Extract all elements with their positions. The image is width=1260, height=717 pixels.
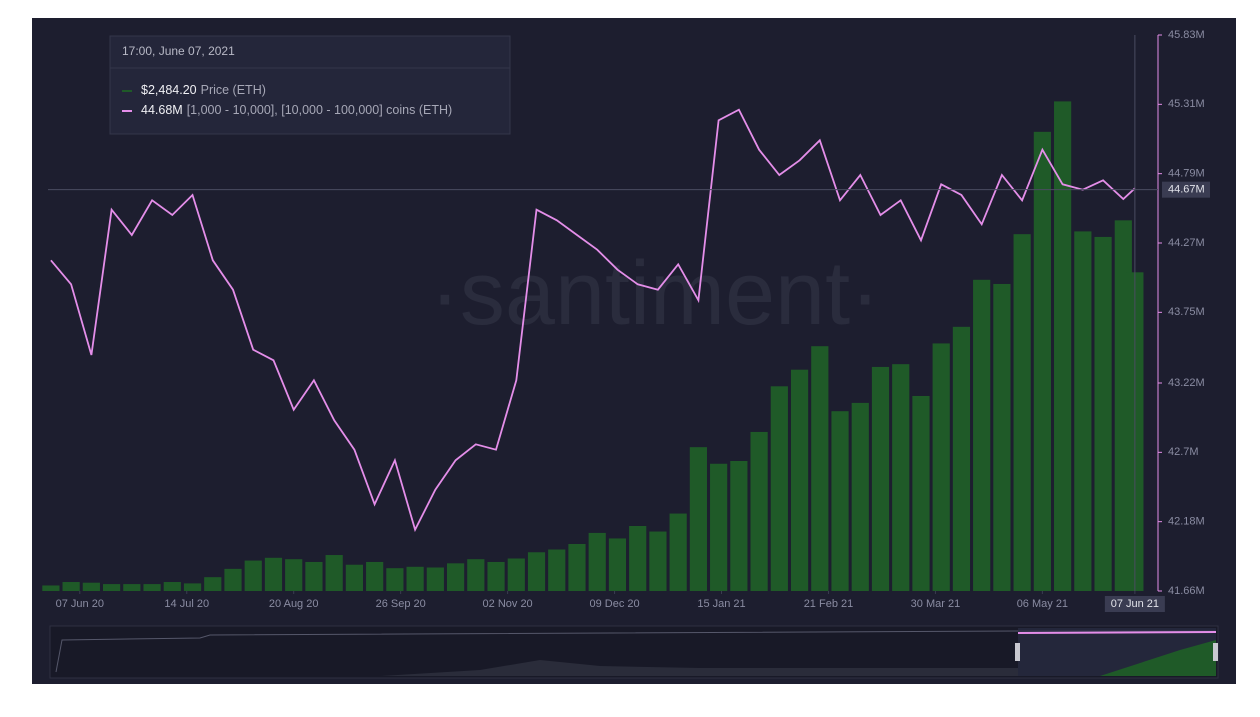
- x-tick-label: 07 Jun 20: [56, 598, 104, 610]
- navigator: [49, 625, 1219, 679]
- price-bar: [750, 431, 768, 591]
- price-bar: [386, 568, 404, 591]
- price-bar: [264, 557, 283, 591]
- price-bar: [102, 584, 121, 591]
- x-tick-label: 07 Jun 21: [1111, 598, 1159, 610]
- x-tick-label: 26 Sep 20: [376, 598, 426, 610]
- price-bar: [629, 525, 647, 591]
- x-tick-label: 06 May 21: [1017, 598, 1068, 610]
- tooltip-box: [109, 35, 511, 135]
- price-bar: [548, 549, 566, 591]
- price-bar: [1074, 231, 1092, 591]
- y-tick-label: 45.83M: [1168, 29, 1205, 41]
- tooltip-series-name: Price (ETH): [201, 83, 266, 97]
- y-tick-label: 44.79M: [1168, 168, 1205, 180]
- navigator-handle[interactable]: [1213, 643, 1218, 661]
- navigator-area-muted: [380, 660, 1018, 676]
- price-bar: [730, 460, 748, 591]
- navigator-area: [1100, 640, 1216, 676]
- last-value-label: 44.67M: [1168, 184, 1205, 196]
- price-bar: [568, 543, 586, 591]
- price-bar: [912, 395, 930, 591]
- plot-area: 41.66M 42.18M 42.7M 43.22M 43.75M 44.27M 44.79…: [42, 29, 1210, 612]
- price-bar: [285, 559, 303, 591]
- navigator-handle[interactable]: [1015, 643, 1020, 661]
- price-bar: [325, 555, 343, 591]
- price-bar: [183, 583, 202, 591]
- navigator-selected-line: [1017, 631, 1217, 634]
- y-tick-label: 43.22M: [1168, 377, 1205, 389]
- price-bar: [366, 561, 384, 591]
- price-bar: [608, 538, 627, 591]
- price-bar: [123, 584, 141, 591]
- price-bar: [62, 582, 80, 591]
- price-bar: [669, 513, 687, 591]
- holders-line: [50, 108, 1136, 533]
- y-tick-label: 42.7M: [1168, 446, 1199, 458]
- price-bar: [973, 279, 991, 591]
- price-bar: [426, 567, 444, 591]
- x-tick-label: 21 Feb 21: [804, 598, 854, 610]
- tooltip-item: 44.68M [1,000 - 10,000], [10,000 - 100,00…: [141, 103, 452, 117]
- price-bar: [1033, 131, 1051, 591]
- price-bar: [244, 560, 262, 591]
- price-bar: [871, 366, 890, 591]
- price-bar: [446, 563, 465, 591]
- price-bar: [305, 561, 323, 591]
- price-bar: [467, 559, 485, 591]
- tooltip-item: $2,484.20 Price (ETH): [141, 83, 266, 97]
- x-tick-label: 02 Nov 20: [483, 598, 533, 610]
- price-bar: [790, 369, 809, 591]
- price-bar: [487, 561, 505, 591]
- tooltip-series-name: [1,000 - 10,000], [10,000 - 100,000] coi…: [187, 103, 452, 117]
- price-bar: [204, 577, 222, 591]
- x-tick-highlight: [1104, 596, 1165, 612]
- price-bar: [82, 582, 100, 591]
- price-bar: [649, 531, 667, 591]
- y-tick-label: 44.27M: [1168, 237, 1205, 249]
- y-tick-label: 43.75M: [1168, 306, 1205, 318]
- y-tick-label: 42.18M: [1168, 516, 1205, 528]
- price-bar: [224, 568, 242, 591]
- price-bar: [588, 532, 606, 591]
- price-bar: [710, 463, 728, 591]
- last-value-box: [1162, 181, 1210, 198]
- price-bar: [163, 582, 181, 591]
- price-bar: [1013, 234, 1031, 591]
- y-tick-label: 45.31M: [1168, 98, 1205, 110]
- y-tick-label: 41.66M: [1168, 585, 1205, 597]
- x-tick-label: 15 Jan 21: [697, 598, 745, 610]
- price-bar: [1054, 101, 1072, 591]
- x-tick-label: 14 Jul 20: [164, 598, 209, 610]
- price-bar: [932, 343, 950, 591]
- tooltip: 17:00, June 07, 2021 $2,484.20 Price (ETH)…: [109, 35, 511, 135]
- price-bar: [993, 283, 1011, 591]
- tooltip-value: 44.68M: [141, 103, 183, 117]
- price-bar: [345, 564, 364, 591]
- price-bar: [831, 411, 849, 591]
- price-bar: [1094, 236, 1112, 591]
- price-bar: [811, 346, 829, 591]
- x-tick-label: 20 Aug 20: [269, 598, 319, 610]
- price-bar: [952, 326, 971, 591]
- x-tick-label: 30 Mar 21: [911, 598, 961, 610]
- price-bar: [143, 584, 161, 591]
- tooltip-title: 17:00, June 07, 2021: [122, 44, 235, 58]
- price-bar: [42, 585, 60, 591]
- price-bar: [527, 552, 546, 591]
- price-bar: [892, 364, 910, 591]
- x-tick-label: 09 Dec 20: [589, 598, 639, 610]
- price-bar: [507, 558, 525, 591]
- tooltip-value: $2,484.20: [141, 83, 197, 97]
- watermark: ·santiment·: [430, 244, 880, 344]
- price-bar: [689, 447, 707, 591]
- price-bar: [406, 566, 424, 591]
- price-bar: [770, 386, 788, 591]
- price-bar: [851, 402, 869, 591]
